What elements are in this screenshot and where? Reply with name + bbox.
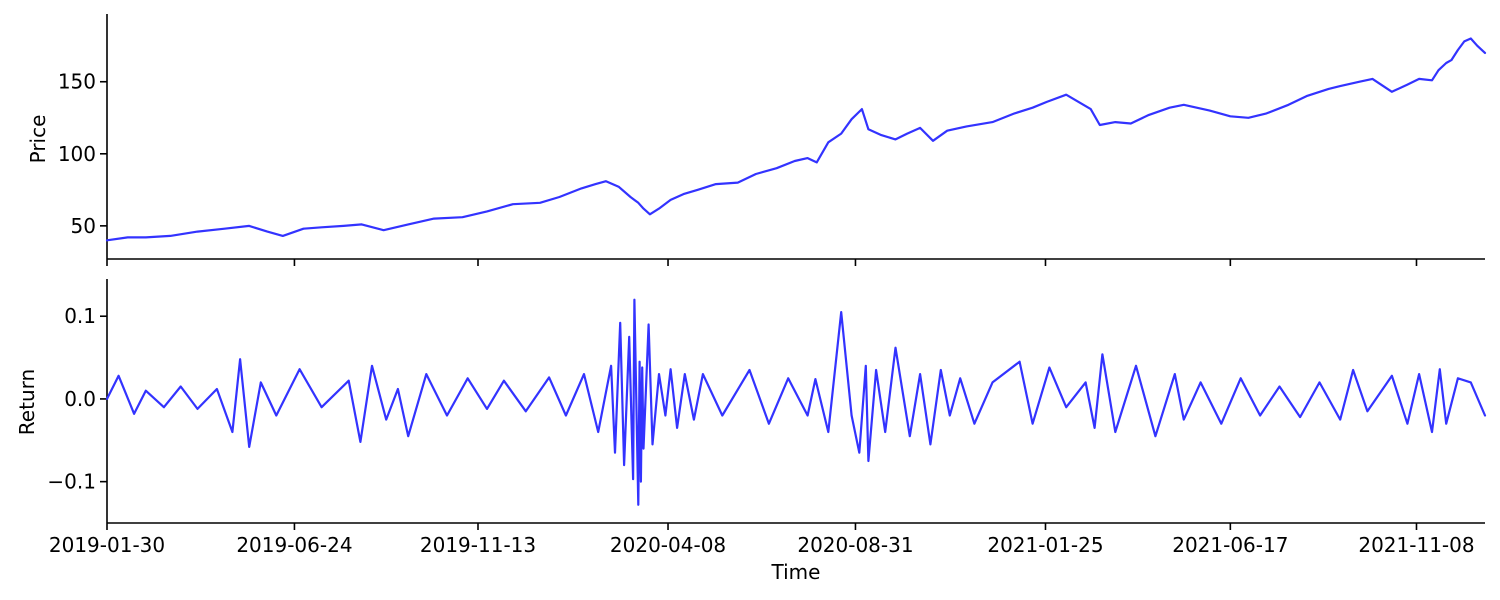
x-tick-label: 2019-01-30 <box>49 533 165 557</box>
y-tick-label: 0.1 <box>64 304 96 328</box>
return-y-axis-label: Return <box>15 369 39 435</box>
y-tick-label: 100 <box>58 142 96 166</box>
x-tick-label: 2021-11-08 <box>1358 533 1474 557</box>
price-series-line <box>105 37 1487 242</box>
price-panel: 50 100 150 Price <box>26 14 1487 266</box>
y-tick-label: 0.0 <box>64 387 96 411</box>
return-y-ticks: −0.1 0.0 0.1 <box>47 304 107 494</box>
y-tick-label: 150 <box>58 70 96 94</box>
y-tick-label: −0.1 <box>47 470 96 494</box>
x-tick-label: 2019-06-24 <box>236 533 352 557</box>
price-y-axis-label: Price <box>26 115 50 164</box>
return-x-ticks: 2019-01-30 2019-06-24 2019-11-13 2020-04-08… <box>49 523 1475 557</box>
x-tick-label: 2021-01-25 <box>987 533 1103 557</box>
x-tick-label: 2020-04-08 <box>610 533 726 557</box>
price-y-ticks: 50 100 150 <box>58 70 107 238</box>
x-tick-label: 2019-11-13 <box>420 533 536 557</box>
return-series-line <box>105 298 1487 506</box>
return-panel: −0.1 0.0 0.1 2019-01-30 2019-06-24 2019-11-1… <box>15 279 1487 584</box>
x-tick-label: 2020-08-31 <box>797 533 913 557</box>
y-tick-label: 50 <box>71 214 96 238</box>
price-x-ticks <box>106 259 1418 266</box>
x-tick-label: 2021-06-17 <box>1172 533 1288 557</box>
time-x-axis-label: Time <box>771 560 821 584</box>
